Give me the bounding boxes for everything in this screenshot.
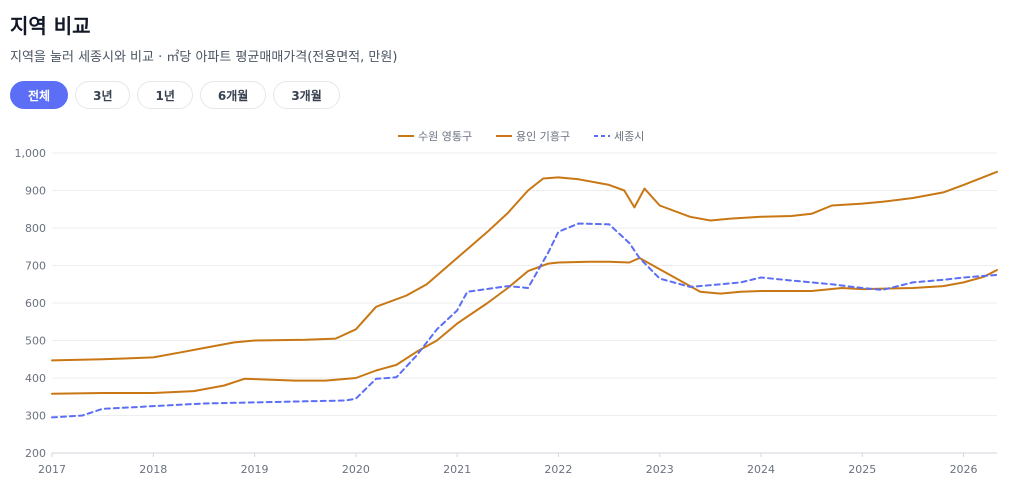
page-subtitle: 지역을 눌러 세종시와 비교 · ㎡당 아파트 평균매매가격(전용면적, 만원) [10, 50, 398, 65]
y-tick-label: 300 [25, 410, 46, 423]
series-line-0 [51, 170, 998, 362]
x-tick-label: 2017 [38, 463, 66, 476]
legend-item-2[interactable]: 세종시 [594, 130, 644, 143]
chart-axes: 200 300 400 500 600 700 800 900 1,000 2017 2018 201… [15, 147, 997, 476]
y-tick-label: 500 [25, 335, 46, 348]
x-tick-label: 2024 [747, 463, 775, 476]
chart-legend[interactable]: 수원 영통구 용인 기흥구 세종시 [398, 129, 644, 143]
y-tick-label: 900 [25, 185, 46, 198]
tab-3-months[interactable]: 3개월 [273, 81, 340, 109]
y-tick-label: 400 [25, 372, 46, 385]
legend-label: 세종시 [614, 130, 644, 143]
series-line-2 [51, 222, 998, 419]
period-tabs: 전체 3년 1년 6개월 3개월 [10, 81, 340, 109]
tab-1-year[interactable]: 1년 [137, 81, 193, 109]
series-line-1 [51, 257, 998, 395]
legend-item-0[interactable]: 수원 영통구 [398, 130, 472, 143]
y-tick-label: 800 [25, 222, 46, 235]
x-tick-label: 2018 [139, 463, 167, 476]
x-tick-label: 2025 [848, 463, 876, 476]
x-tick-label: 2022 [544, 463, 572, 476]
legend-item-1[interactable]: 용인 기흥구 [496, 129, 570, 143]
x-tick-label: 2019 [241, 463, 269, 476]
x-tick-label: 2023 [646, 463, 674, 476]
legend-label: 수원 영통구 [418, 130, 472, 143]
chart-series [51, 170, 998, 419]
tab-6-months[interactable]: 6개월 [199, 81, 267, 109]
y-tick-label: 600 [25, 297, 46, 310]
y-tick-label: 700 [25, 260, 46, 273]
y-tick-label: 1,000 [15, 147, 47, 160]
tab-3-years[interactable]: 3년 [75, 81, 131, 109]
page-title: 지역 비교 [10, 14, 91, 38]
chart-grid [52, 152, 997, 454]
tab-all[interactable]: 전체 [10, 81, 69, 109]
legend-label: 용인 기흥구 [516, 129, 570, 143]
x-tick-label: 2020 [342, 463, 370, 476]
y-tick-label: 200 [25, 447, 46, 460]
x-tick-label: 2021 [443, 463, 471, 476]
x-tick-label: 2026 [950, 463, 978, 476]
